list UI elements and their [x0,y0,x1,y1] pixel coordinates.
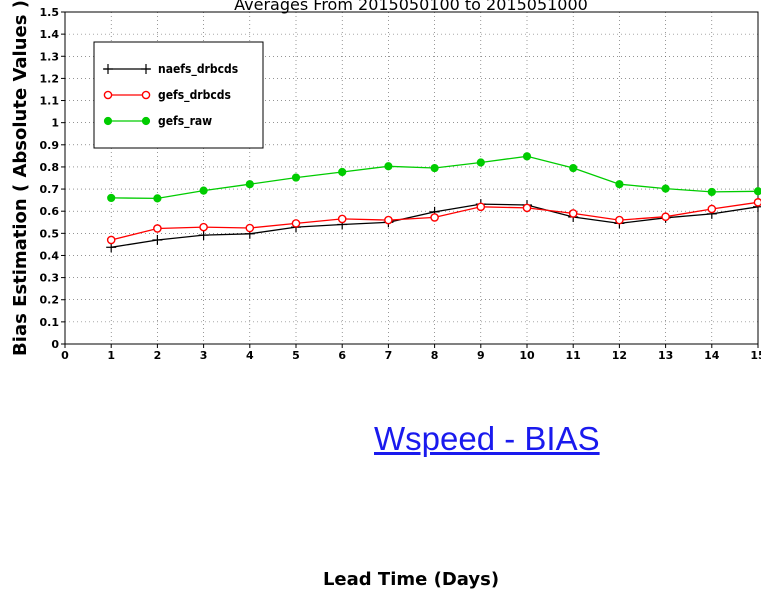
data-point-gefs_raw [338,167,347,177]
legend-marker [141,90,151,100]
y-axis-ticks: 0 0.1 0.2 0.3 0.4 0.5 0.6 0.7 0.8 0.9 1 1.1 1.2 1.3 1.… [40,6,65,351]
data-point-gefs_raw [107,193,116,203]
x-tick-label: 6 [338,349,346,362]
grid-lines [65,12,758,344]
data-point-gefs_drbcds [753,198,761,207]
x-tick-label: 1 [107,349,115,362]
data-point-gefs_drbcds [153,224,162,233]
x-tick-label: 4 [246,349,254,362]
y-tick-label: 1.3 [40,50,60,63]
y-tick-label: 0.1 [40,316,60,329]
y-tick-label: 0.6 [40,205,60,218]
x-tick-label: 2 [154,349,162,362]
data-point-gefs_drbcds [245,223,255,233]
data-point-gefs_raw [522,152,532,161]
data-point-gefs_drbcds [337,214,347,224]
legend-marker [141,64,151,74]
data-point-gefs_drbcds [106,235,116,245]
data-point-gefs_raw [707,187,716,197]
y-tick-label: 1.4 [40,28,60,41]
data-point-gefs_raw [245,180,254,189]
x-tick-label: 9 [477,349,485,362]
y-tick-label: 0 [51,338,59,351]
data-point-gefs_drbcds [384,215,393,225]
x-tick-label: 15 [750,349,761,362]
x-tick-label: 13 [658,349,673,362]
data-point-gefs_drbcds [707,204,717,214]
legend-marker [103,116,113,126]
x-tick-label: 7 [385,349,393,362]
y-tick-label: 1.2 [40,72,60,85]
chart-title: Averages From 2015050100 to 2015051000 [234,0,588,14]
x-tick-label: 5 [292,349,300,362]
legend-label: gefs_raw [158,114,212,129]
data-point-gefs_drbcds [476,202,486,212]
data-point-gefs_raw [661,184,670,193]
data-point-gefs_raw [291,173,301,182]
y-tick-label: 0.8 [40,161,60,174]
data-point-gefs_raw [153,194,162,203]
data-point-gefs_drbcds [522,203,532,213]
data-point-gefs_drbcds [568,209,578,218]
legend: naefs_drbcds gefs_drbcds gefs_raw [93,41,264,149]
legend-label: naefs_drbcds [158,62,238,77]
data-point-gefs_raw [199,186,208,195]
legend-label: gefs_drbcds [158,88,231,103]
annotation-link[interactable]: Wspeed - BIAS [374,420,600,457]
y-tick-label: 0.9 [40,139,60,152]
x-axis-ticks: 0123456789101112131415 [61,344,761,362]
legend-marker [103,90,113,100]
y-tick-label: 0.7 [40,183,60,196]
x-axis-title: Lead Time (Days) [323,569,499,590]
y-tick-label: 0.2 [40,294,60,307]
y-tick-label: 1.1 [40,95,60,108]
series-group [106,152,761,253]
legend-marker [141,116,151,126]
data-point-gefs_raw [753,187,761,196]
data-point-gefs_raw [384,162,393,171]
data-point-gefs_drbcds [661,212,670,222]
x-tick-label: 11 [566,349,581,362]
y-tick-label: 1.5 [40,6,60,19]
y-tick-label: 1 [51,117,59,130]
x-tick-label: 3 [200,349,208,362]
y-tick-label: 0.3 [40,272,60,285]
data-point-naefs_drbcds [198,230,209,241]
data-point-gefs_drbcds [199,222,208,232]
plot-frame [64,11,759,345]
data-point-gefs_drbcds [615,215,624,225]
data-point-gefs_raw [615,180,624,189]
x-tick-label: 12 [612,349,627,362]
data-point-naefs_drbcds [152,234,163,245]
data-point-gefs_drbcds [291,219,301,228]
y-tick-label: 0.4 [40,249,60,262]
x-tick-label: 0 [61,349,69,362]
legend-marker [103,64,113,74]
x-tick-label: 14 [704,349,720,362]
y-axis-title: Bias Estimation ( Absolute Values ) [10,0,31,356]
y-tick-label: 0.5 [40,227,60,240]
data-point-gefs_raw [476,158,485,167]
x-tick-label: 10 [519,349,535,362]
data-point-gefs_raw [569,163,578,173]
data-point-gefs_drbcds [430,213,439,222]
x-tick-label: 8 [431,349,439,362]
data-point-gefs_raw [430,163,439,173]
